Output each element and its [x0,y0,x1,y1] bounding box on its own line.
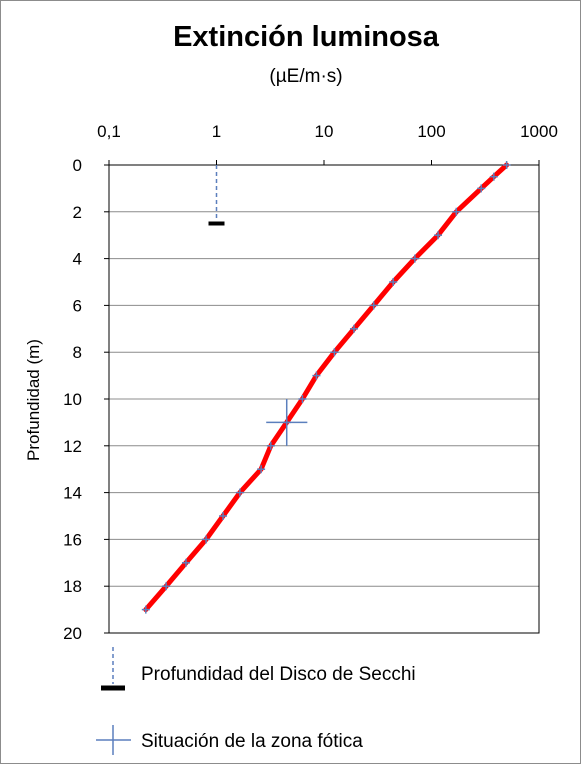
data-point-20 [141,605,150,614]
y-tick-label-9: 18 [63,577,82,596]
y-tick-label-8: 16 [63,530,82,549]
chart-title: Extinción luminosa [173,21,440,53]
data-point-2 [477,184,486,193]
x-tick-label-4: 1000 [520,122,558,141]
y-tick-label-5: 10 [63,390,82,409]
data-point-16 [219,512,228,520]
y-tick-label-10: 20 [63,624,82,643]
data-point-10 [312,371,321,380]
gridlines [109,211,539,587]
data-point-6 [389,278,398,286]
data-point-5 [410,254,419,263]
photic-zone-marker [266,399,308,446]
legend: Profundidad del Disco de Secchi Situació… [96,647,416,755]
data-point-7 [369,301,378,310]
data-point-15 [235,488,244,497]
x-axis-ticks: 0,1 1 10 100 1000 [97,122,558,165]
y-tick-label-0: 0 [73,156,82,175]
data-point-13 [266,441,275,450]
data-point-14 [257,465,266,474]
chart-subtitle: (µE/m·s) [269,66,342,87]
y-tick-label-2: 4 [73,250,82,269]
data-point-4 [434,231,443,240]
data-point-11 [298,395,307,403]
data-point-17 [202,535,211,544]
legend-label-secchi: Profundidad del Disco de Secchi [141,664,416,685]
y-tick-label-4: 8 [73,343,82,362]
x-tick-label-1: 1 [212,122,221,141]
y-tick-label-1: 2 [73,203,82,222]
x-tick-label-3: 100 [417,122,445,141]
x-tick-label-2: 10 [315,122,334,141]
data-point-8 [349,324,358,333]
y-tick-label-7: 14 [63,484,82,503]
legend-label-photic: Situación de la zona fótica [141,731,363,752]
series-layer [141,161,511,614]
series-line-0 [143,162,510,613]
data-point-18 [181,558,190,567]
x-tick-label-0: 0,1 [97,122,121,141]
legend-item-secchi: Profundidad del Disco de Secchi [101,647,416,691]
data-point-3 [452,207,461,216]
secchi-depth-marker [208,165,225,226]
data-point-1 [489,172,498,181]
y-tick-label-3: 6 [73,296,82,315]
y-axis-title: Profundidad (m) [24,339,43,461]
y-axis-ticks: 0 2 4 6 8 10 12 14 16 18 20 [63,156,109,643]
legend-item-photic: Situación de la zona fótica [96,725,363,755]
data-point-0 [502,161,511,169]
y-tick-label-6: 12 [63,437,82,456]
data-point-19 [162,582,171,591]
data-point-9 [330,348,339,357]
